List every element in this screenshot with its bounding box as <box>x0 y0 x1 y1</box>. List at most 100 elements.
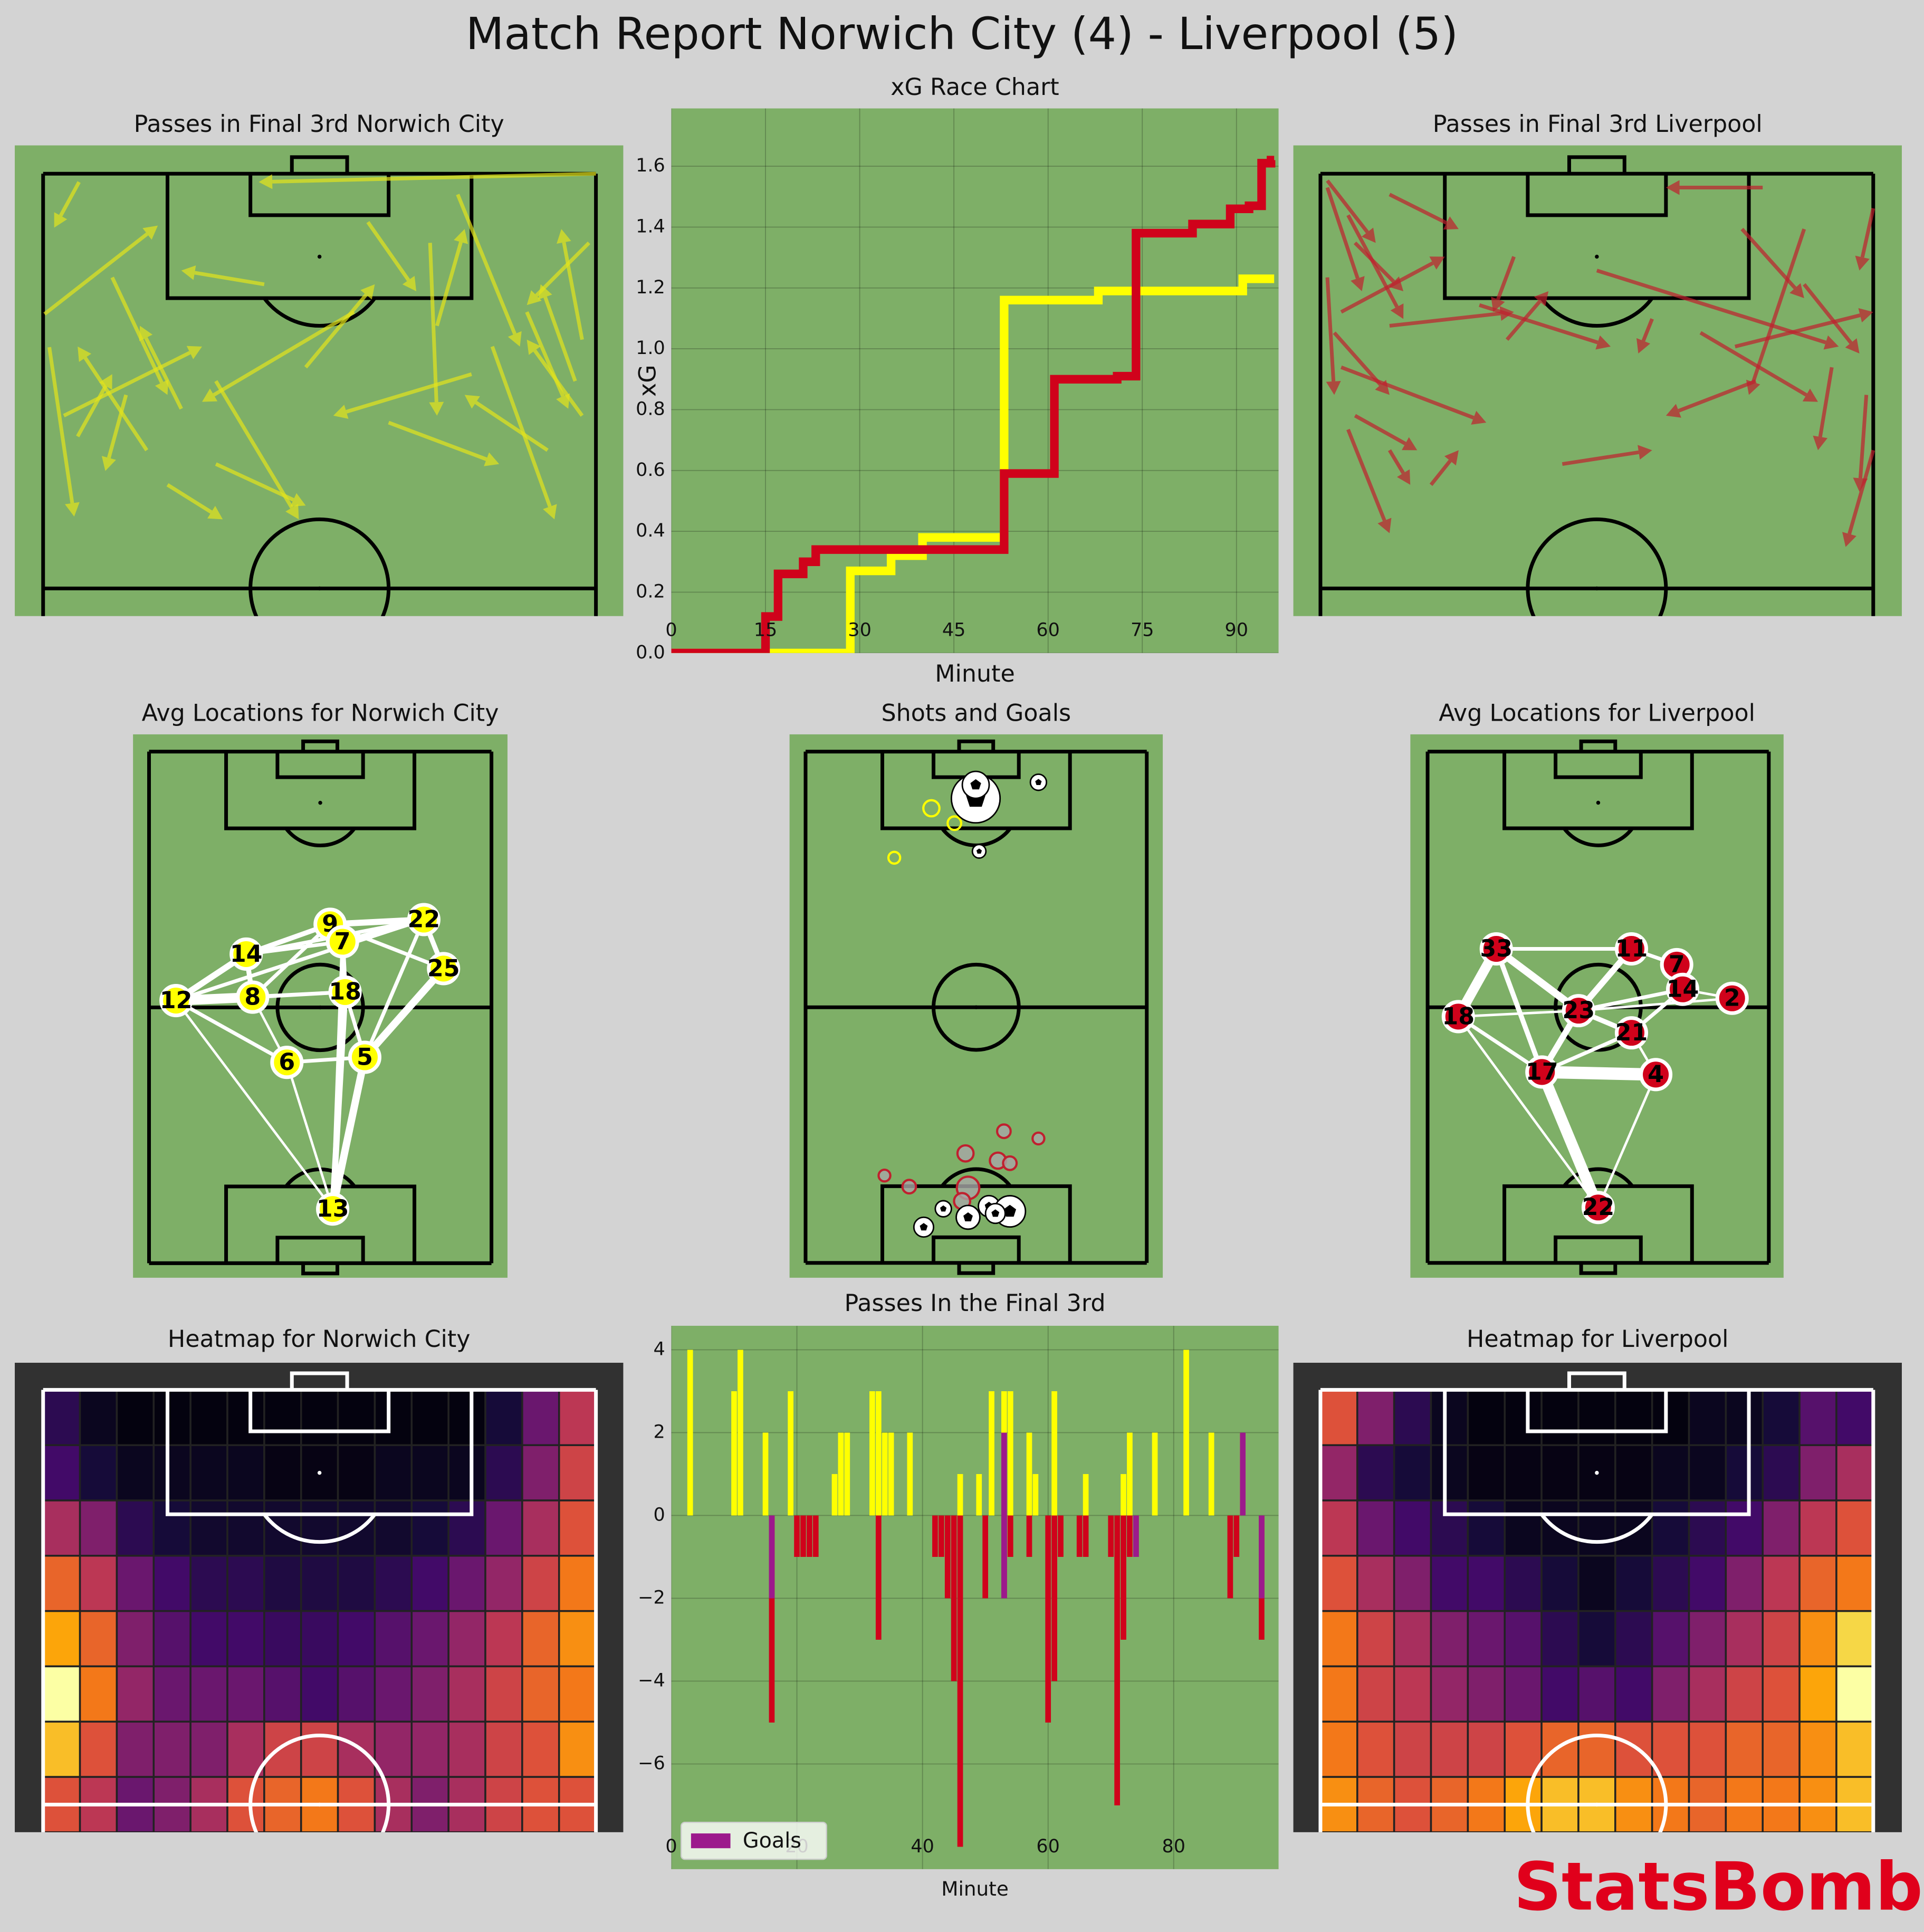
heat-cell <box>1798 1444 1837 1501</box>
heat-cell <box>226 1389 265 1446</box>
bar <box>982 1515 989 1599</box>
pass-head <box>207 505 223 520</box>
pass-line <box>43 232 149 316</box>
penalty-spot <box>317 1470 322 1475</box>
heat-cell <box>189 1499 228 1557</box>
panel-title: Shots and Goals <box>882 700 1071 727</box>
heat-cell <box>337 1555 376 1612</box>
heat-cell <box>1651 1499 1690 1557</box>
heat-cell <box>1798 1499 1837 1557</box>
pitch-line <box>957 739 995 752</box>
heat-cell <box>1614 1555 1653 1612</box>
heat-cell <box>1430 1555 1469 1612</box>
heat-cell <box>1725 1444 1764 1501</box>
ball-patch <box>976 848 982 854</box>
heat-cell <box>1614 1610 1653 1668</box>
player-label: 18 <box>329 979 361 1006</box>
pass-head <box>1636 338 1651 353</box>
heat-cell <box>447 1610 486 1668</box>
pass-edge <box>1536 1066 1604 1213</box>
pass-line <box>456 194 517 335</box>
bar <box>907 1432 913 1516</box>
heat-cell <box>42 1499 81 1557</box>
bar <box>1114 1515 1120 1805</box>
shot <box>901 1179 917 1195</box>
pass-edge <box>175 999 334 1211</box>
logo: StatsBomb <box>1514 1848 1923 1926</box>
bar <box>944 1515 951 1599</box>
pass-line <box>1858 395 1869 479</box>
pass <box>456 194 522 347</box>
bar <box>951 1515 957 1681</box>
pass-line <box>215 462 294 502</box>
pass <box>78 346 149 452</box>
bar <box>989 1391 994 1516</box>
pass-edge <box>1577 997 1734 1012</box>
heat-cell <box>374 1665 413 1723</box>
pass-head <box>1429 256 1445 270</box>
player-label: 12 <box>160 987 193 1014</box>
y-tick-label: 0.4 <box>636 520 665 541</box>
heat-cell <box>42 1720 81 1778</box>
pass <box>1354 414 1418 451</box>
pass-line <box>346 372 472 414</box>
x-tick-label: 15 <box>754 619 778 641</box>
y-tick-label: 1.2 <box>636 276 665 298</box>
heat-cell <box>1577 1555 1616 1612</box>
heat-cell <box>263 1720 302 1778</box>
pass-line <box>543 296 577 382</box>
pass-line <box>535 241 590 297</box>
goal-bar <box>1133 1515 1139 1557</box>
heat-cell <box>1577 1665 1616 1723</box>
pitch-line <box>1579 1263 1617 1275</box>
player-node <box>1665 972 1700 1006</box>
pass-head <box>290 493 306 507</box>
panel-title: Passes in Final 3rd Norwich City <box>134 111 504 138</box>
bar <box>1051 1391 1057 1516</box>
bar <box>838 1432 844 1516</box>
pass-line <box>1678 379 1757 413</box>
pass-line <box>1803 283 1853 345</box>
heat-cell <box>521 1389 560 1446</box>
pass-head <box>202 388 218 402</box>
pass-line <box>1751 228 1806 383</box>
heat-cell <box>1614 1389 1653 1446</box>
heat-cell <box>410 1389 449 1446</box>
bar <box>932 1515 938 1557</box>
heat-cell <box>116 1389 155 1446</box>
penalty-spot <box>1596 800 1601 805</box>
heat-cell <box>1614 1444 1653 1501</box>
y-tick-label: 4 <box>654 1338 665 1360</box>
shot <box>995 1123 1012 1140</box>
pass-head <box>527 290 542 305</box>
pass <box>1389 193 1459 230</box>
heat-cell <box>1688 1555 1727 1612</box>
pass-head <box>1789 283 1804 299</box>
player-node <box>1614 1016 1649 1050</box>
heat-cell <box>1762 1720 1801 1778</box>
panel-title: Avg Locations for Liverpool <box>1439 700 1755 727</box>
heat-cell <box>116 1665 155 1723</box>
penalty-spot <box>1595 254 1599 259</box>
heat-cell <box>42 1389 81 1446</box>
pass-head <box>139 326 153 341</box>
player-node <box>427 952 461 986</box>
heat-cell <box>79 1665 118 1723</box>
panel <box>41 1371 598 1832</box>
heat-cell <box>484 1499 523 1557</box>
ball-patch <box>963 1212 973 1221</box>
heat-cell <box>447 1665 486 1723</box>
heat-cell <box>447 1555 486 1612</box>
bar <box>938 1515 944 1557</box>
heat-cell <box>1430 1720 1469 1778</box>
pass <box>215 462 306 507</box>
pass-line <box>1389 311 1501 328</box>
player-label: 22 <box>1582 1194 1615 1221</box>
center-spot <box>1595 1802 1599 1807</box>
pass-head <box>402 275 417 292</box>
heat-cell <box>152 1389 192 1446</box>
pass-head <box>99 374 112 390</box>
goal <box>913 1216 934 1238</box>
heat-cell <box>1762 1499 1801 1557</box>
heat-cell <box>447 1720 486 1778</box>
